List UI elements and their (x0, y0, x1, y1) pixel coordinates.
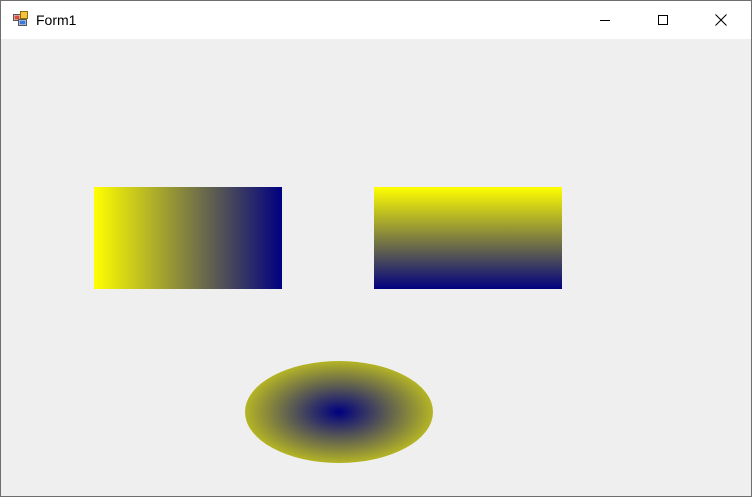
horizontal-gradient-rectangle (94, 187, 282, 289)
maximize-icon (658, 15, 668, 25)
window-title: Form1 (36, 12, 77, 28)
radial-gradient-ellipse (245, 361, 433, 463)
vertical-gradient-rectangle (374, 187, 562, 289)
winforms-app-icon[interactable] (13, 11, 29, 27)
minimize-button[interactable] (576, 1, 634, 39)
form-client-area (1, 39, 751, 496)
minimize-icon (600, 20, 610, 21)
close-button[interactable] (692, 1, 750, 39)
title-bar[interactable]: Form1 (1, 1, 751, 39)
maximize-button[interactable] (634, 1, 692, 39)
close-icon (715, 14, 727, 26)
